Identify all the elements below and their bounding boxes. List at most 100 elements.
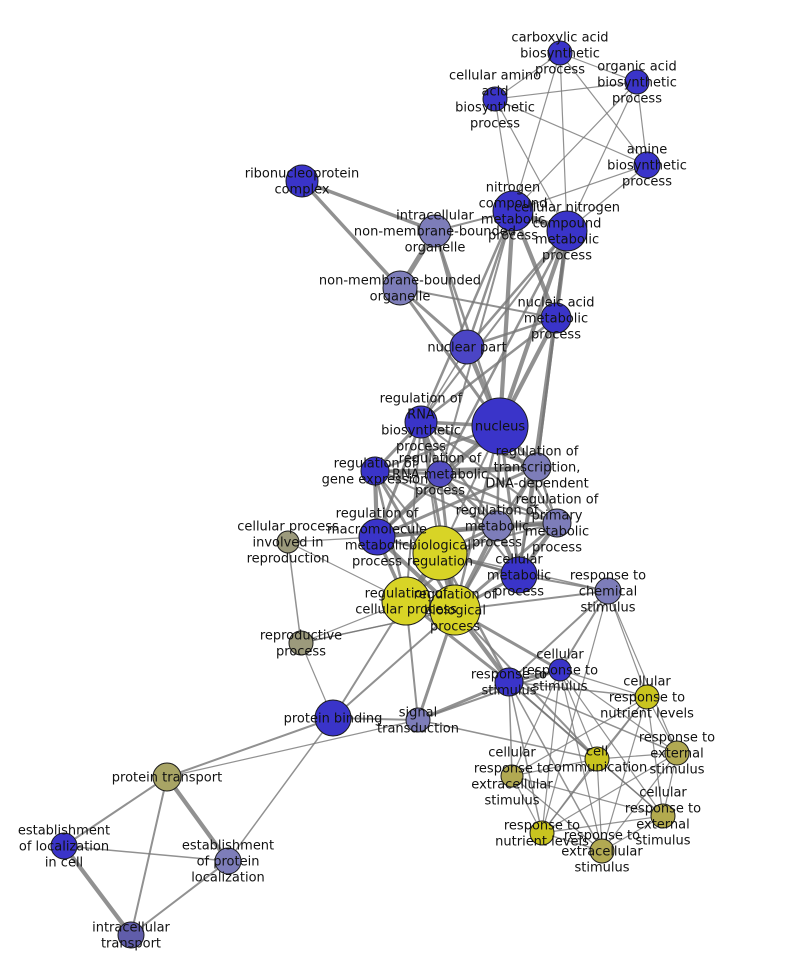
node-regulation-of-rna-biosynthetic-process[interactable] [404, 405, 438, 439]
node-response-to-external-stimulus[interactable] [664, 740, 690, 766]
edge-line [559, 669, 678, 754]
node-cellular-response-to-nutrient-levels[interactable] [634, 684, 660, 710]
edge-line [300, 179, 402, 290]
node-nitrogen-compound-metabolic-process[interactable] [492, 190, 534, 232]
edge-line [332, 609, 456, 719]
edge-line [559, 52, 648, 166]
edge-line [454, 590, 609, 611]
edge-line [508, 681, 603, 852]
node-cellular-nitrogen-compound-metabolic-process[interactable] [546, 210, 588, 252]
node-signal-transduction[interactable] [405, 707, 431, 733]
edge-line [559, 669, 598, 760]
edge-line [465, 229, 569, 349]
node-reproductive-process[interactable] [288, 630, 314, 656]
edge-line [300, 179, 437, 233]
edge-line [130, 776, 168, 936]
edge-line [559, 590, 609, 671]
edge-line [130, 860, 229, 936]
edge-line [494, 98, 568, 232]
node-protein-transport[interactable] [152, 762, 182, 792]
node-cellular-process-involved-in-reproduction[interactable] [276, 530, 300, 554]
edge-line [227, 717, 334, 862]
node-response-to-nutrient-levels[interactable] [529, 820, 555, 846]
edge-line [596, 758, 664, 817]
node-organic-acid-biosynthetic-process[interactable] [624, 69, 650, 95]
node-cellular-response-to-extracellular-stimulus[interactable] [500, 764, 524, 788]
edge-line [508, 681, 648, 698]
node-regulation-of-metabolic-process[interactable] [481, 510, 513, 542]
node-biological-regulation[interactable] [412, 525, 468, 581]
edge-line [559, 669, 648, 698]
edges-layer [61, 52, 678, 938]
edge-line [494, 81, 638, 100]
edge-line [636, 81, 648, 166]
edge-line [535, 316, 558, 469]
node-establishment-of-protein-localization[interactable] [214, 847, 242, 875]
node-cell-communication[interactable] [584, 746, 610, 772]
edge-line [511, 696, 648, 777]
edge-line [166, 717, 334, 778]
edge-line [517, 229, 569, 577]
edge-line [601, 752, 678, 852]
edge-line [439, 473, 520, 576]
edge-line [417, 669, 561, 721]
node-amine-biosynthetic-process[interactable] [633, 151, 661, 179]
edge-line [596, 758, 603, 852]
node-cellular-metabolic-process[interactable] [500, 556, 538, 594]
edge-line [541, 590, 609, 834]
node-nuclear-part[interactable] [449, 329, 485, 365]
edge-line [63, 845, 229, 862]
edge-line [405, 421, 422, 602]
edge-line [417, 719, 598, 760]
edge-line [287, 541, 302, 644]
edge-line [373, 469, 457, 612]
edge-line [646, 696, 664, 817]
edge-line [494, 52, 561, 100]
edge-line [541, 758, 598, 834]
node-non-membrane-bounded-organelle[interactable] [382, 270, 418, 306]
edge-line [494, 98, 648, 166]
node-regulation-of-biological-process[interactable] [429, 584, 481, 636]
node-regulation-of-rna-metabolic-process[interactable] [426, 460, 454, 488]
edge-line [497, 208, 516, 429]
node-regulation-of-transcription-dna-dependent[interactable] [522, 452, 552, 482]
edge-line [164, 774, 231, 864]
node-regulation-of-primary-metabolic-process[interactable] [542, 508, 572, 538]
edge-line [375, 420, 423, 539]
node-carboxylic-acid-biosynthetic-process[interactable] [547, 40, 573, 66]
edge-line [420, 230, 568, 423]
node-response-to-extracellular-stimulus[interactable] [589, 838, 615, 864]
node-intracellular-non-membrane-bounded-organelle[interactable] [418, 214, 452, 248]
edge-line [399, 287, 557, 319]
node-cellular-response-to-external-stimulus[interactable] [650, 803, 676, 829]
edge-line [607, 590, 648, 698]
node-cellular-response-to-stimulus[interactable] [548, 658, 572, 682]
edge-line [607, 590, 678, 754]
edge-line [559, 52, 568, 232]
edge-line [512, 164, 648, 212]
node-protein-binding[interactable] [314, 699, 352, 737]
edge-line [559, 52, 638, 83]
node-regulation-of-gene-expression[interactable] [360, 456, 390, 486]
node-regulation-of-macromolecule-metabolic-process[interactable] [358, 518, 396, 556]
edge-line [596, 752, 678, 760]
node-cellular-amino-acid-biosynthetic-process[interactable] [482, 86, 508, 112]
edge-line [300, 609, 456, 644]
node-intracellular-transport[interactable] [117, 921, 145, 949]
edge-line [512, 52, 561, 212]
edge-line [541, 669, 561, 834]
edge-line [511, 669, 561, 777]
node-regulation-of-cellular-process[interactable] [381, 576, 431, 626]
labels-layer: carboxylic acid biosynthetic process organi… [18, 31, 715, 952]
node-response-to-stimulus[interactable] [494, 667, 524, 697]
edge-line [566, 81, 638, 232]
edge-line [438, 229, 569, 476]
node-nucleic-acid-metabolic-process[interactable] [540, 302, 572, 334]
node-response-to-chemical-stimulus[interactable] [594, 577, 622, 605]
node-ribonucleoprotein-complex[interactable] [285, 164, 319, 198]
edge-line [541, 815, 664, 834]
node-nucleus[interactable] [471, 397, 529, 455]
node-establishment-of-localization-in-cell[interactable] [50, 832, 78, 860]
